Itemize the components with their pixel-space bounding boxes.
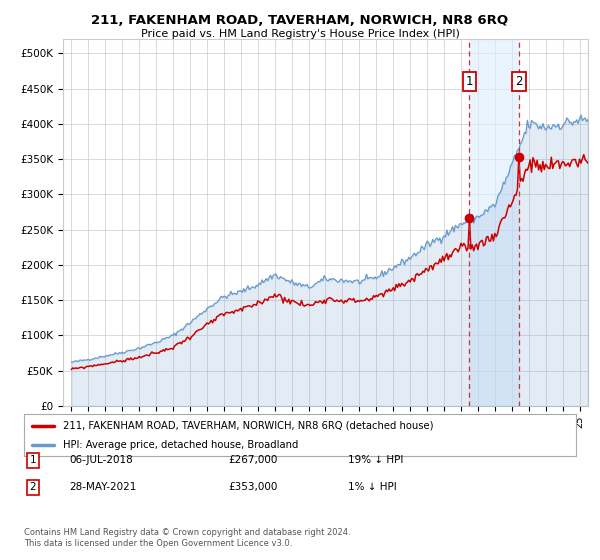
Text: 1: 1 xyxy=(29,455,37,465)
Text: 211, FAKENHAM ROAD, TAVERHAM, NORWICH, NR8 6RQ (detached house): 211, FAKENHAM ROAD, TAVERHAM, NORWICH, N… xyxy=(62,421,433,431)
Text: HPI: Average price, detached house, Broadland: HPI: Average price, detached house, Broa… xyxy=(62,440,298,450)
Text: £267,000: £267,000 xyxy=(228,455,277,465)
Text: 19% ↓ HPI: 19% ↓ HPI xyxy=(348,455,403,465)
Text: 28-MAY-2021: 28-MAY-2021 xyxy=(69,482,136,492)
Text: 1% ↓ HPI: 1% ↓ HPI xyxy=(348,482,397,492)
Text: 211, FAKENHAM ROAD, TAVERHAM, NORWICH, NR8 6RQ: 211, FAKENHAM ROAD, TAVERHAM, NORWICH, N… xyxy=(91,14,509,27)
Text: £353,000: £353,000 xyxy=(228,482,277,492)
Text: 2: 2 xyxy=(29,482,37,492)
Text: 1: 1 xyxy=(466,75,473,88)
Text: 06-JUL-2018: 06-JUL-2018 xyxy=(69,455,133,465)
Text: Contains HM Land Registry data © Crown copyright and database right 2024.
This d: Contains HM Land Registry data © Crown c… xyxy=(24,528,350,548)
Text: 2: 2 xyxy=(515,75,523,88)
Bar xyxy=(469,39,519,406)
Text: Price paid vs. HM Land Registry's House Price Index (HPI): Price paid vs. HM Land Registry's House … xyxy=(140,29,460,39)
